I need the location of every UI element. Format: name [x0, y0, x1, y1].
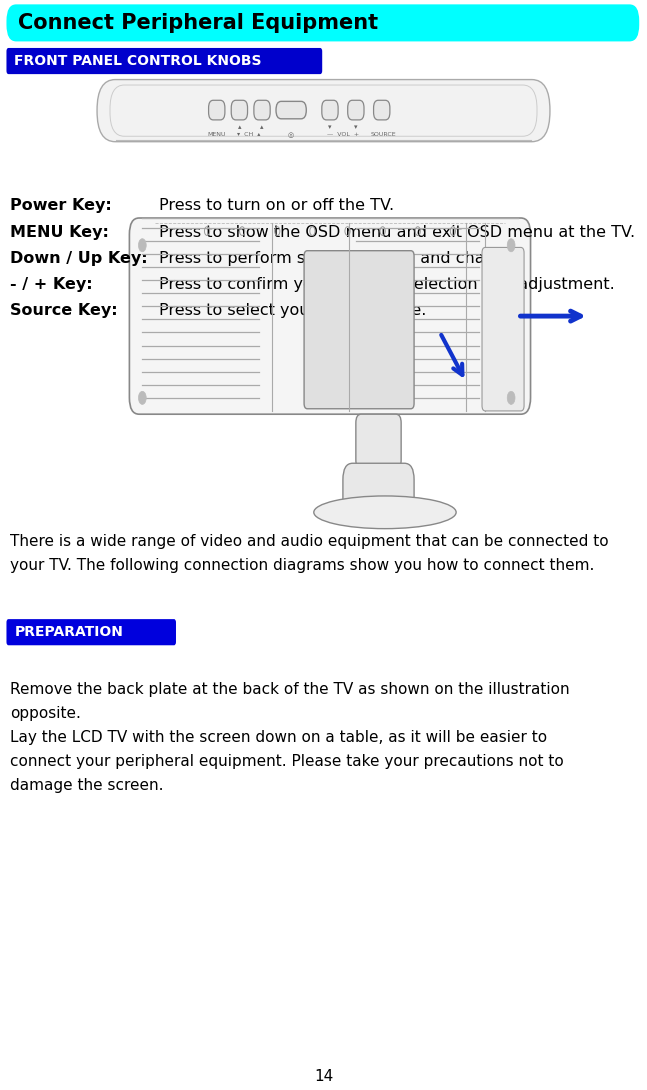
Text: your TV. The following connection diagrams show you how to connect them.: your TV. The following connection diagra…	[10, 558, 594, 573]
Text: Press to select your input source.: Press to select your input source.	[159, 303, 426, 318]
FancyBboxPatch shape	[129, 218, 531, 414]
FancyBboxPatch shape	[304, 251, 414, 409]
FancyBboxPatch shape	[356, 414, 401, 469]
Text: MENU Key:: MENU Key:	[10, 225, 109, 240]
FancyBboxPatch shape	[254, 100, 270, 120]
Text: SOURCE: SOURCE	[371, 132, 397, 137]
Ellipse shape	[314, 496, 456, 529]
Circle shape	[138, 391, 146, 404]
FancyBboxPatch shape	[6, 4, 639, 41]
Text: - / + Key:: - / + Key:	[10, 277, 93, 292]
FancyBboxPatch shape	[482, 247, 524, 411]
FancyBboxPatch shape	[231, 100, 248, 120]
FancyBboxPatch shape	[276, 101, 306, 119]
Text: Remove the back plate at the back of the TV as shown on the illustration: Remove the back plate at the back of the…	[10, 682, 569, 698]
Text: Down / Up Key:: Down / Up Key:	[10, 251, 148, 266]
Text: Press to confirm your function selection and adjustment.: Press to confirm your function selection…	[159, 277, 614, 292]
Circle shape	[507, 391, 515, 404]
Text: Press to turn on or off the TV.: Press to turn on or off the TV.	[159, 198, 393, 214]
FancyBboxPatch shape	[343, 463, 414, 523]
FancyBboxPatch shape	[97, 80, 550, 142]
Text: ◎: ◎	[288, 132, 294, 138]
Text: ▴: ▴	[260, 124, 264, 131]
FancyBboxPatch shape	[373, 100, 390, 120]
Text: Lay the LCD TV with the screen down on a table, as it will be easier to: Lay the LCD TV with the screen down on a…	[10, 730, 547, 746]
Text: Source Key:: Source Key:	[10, 303, 117, 318]
Text: damage the screen.: damage the screen.	[10, 778, 163, 794]
Text: There is a wide range of video and audio equipment that can be connected to: There is a wide range of video and audio…	[10, 534, 608, 549]
Text: opposite.: opposite.	[10, 706, 81, 722]
Text: MENU: MENU	[208, 132, 226, 137]
FancyBboxPatch shape	[208, 100, 225, 120]
FancyBboxPatch shape	[322, 100, 338, 120]
FancyBboxPatch shape	[6, 619, 176, 645]
Text: ▾: ▾	[328, 124, 332, 131]
Text: ▾  CH  ▴: ▾ CH ▴	[237, 132, 261, 137]
Text: ▴: ▴	[237, 124, 241, 131]
FancyBboxPatch shape	[347, 100, 364, 120]
Text: ▾: ▾	[354, 124, 358, 131]
Text: Press to show the OSD menu and exit OSD menu at the TV.: Press to show the OSD menu and exit OSD …	[159, 225, 635, 240]
Text: FRONT PANEL CONTROL KNOBS: FRONT PANEL CONTROL KNOBS	[14, 54, 262, 68]
Text: 14: 14	[314, 1069, 333, 1085]
Text: —  VOL  +: — VOL +	[327, 132, 359, 137]
Text: PREPARATION: PREPARATION	[15, 626, 124, 639]
Circle shape	[138, 239, 146, 252]
Text: Press to perform select function and channel.: Press to perform select function and cha…	[159, 251, 524, 266]
FancyBboxPatch shape	[6, 48, 322, 74]
Text: connect your peripheral equipment. Please take your precautions not to: connect your peripheral equipment. Pleas…	[10, 754, 564, 770]
Circle shape	[507, 239, 515, 252]
Text: Power Key:: Power Key:	[10, 198, 111, 214]
Text: Connect Peripheral Equipment: Connect Peripheral Equipment	[18, 13, 378, 33]
